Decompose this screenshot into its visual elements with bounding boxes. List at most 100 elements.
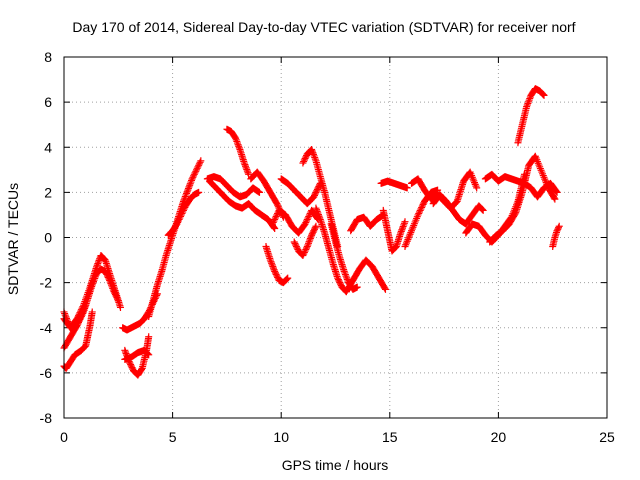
y-tick-label: 0 (44, 230, 52, 246)
series-track-d (60, 301, 90, 334)
data-point (304, 241, 312, 249)
series-track-u (342, 256, 389, 296)
series-track-g (121, 346, 153, 363)
data-point (550, 194, 558, 202)
data-point (524, 98, 532, 106)
data-point (127, 361, 135, 369)
series-track-i (164, 188, 203, 239)
data-point (177, 212, 185, 220)
data-point (128, 364, 136, 372)
data-point (305, 212, 313, 220)
data-point (478, 205, 486, 213)
data-point (243, 167, 251, 175)
data-point (185, 183, 193, 191)
data-point (269, 264, 277, 272)
data-point (94, 260, 102, 268)
data-point (190, 172, 198, 180)
data-point (184, 186, 192, 194)
data-point (271, 224, 279, 232)
x-tick-label: 10 (273, 429, 289, 445)
data-point (267, 258, 275, 266)
series-track-x (379, 206, 409, 255)
data-point (80, 306, 88, 314)
data-point (173, 220, 181, 228)
data-point (381, 284, 389, 292)
data-point (315, 212, 323, 220)
data-point (397, 227, 405, 235)
data-point (399, 223, 407, 231)
x-tick-label: 5 (169, 429, 177, 445)
data-point (271, 214, 279, 222)
data-point (101, 267, 109, 275)
data-point (539, 90, 547, 98)
series-track-j (203, 173, 263, 201)
data-point (397, 229, 405, 237)
data-point (300, 158, 308, 166)
data-point (268, 259, 276, 267)
data-point (189, 173, 197, 181)
data-point (523, 103, 531, 111)
data-point (284, 274, 292, 282)
data-point (192, 167, 200, 175)
data-point (127, 362, 135, 370)
data-point (77, 310, 85, 318)
data-point (108, 283, 116, 291)
data-point (181, 194, 189, 202)
data-point (187, 178, 195, 186)
data-point (334, 274, 342, 282)
data-point (61, 311, 69, 319)
data-point (310, 227, 318, 235)
data-point (539, 91, 547, 99)
data-point (113, 294, 121, 302)
data-point (478, 206, 486, 214)
tick-labels: 0 5 10 15 20 25 -8 -6 -4 -2 0 2 4 6 8 (40, 49, 615, 445)
data-point (195, 161, 203, 169)
series-track-w (377, 177, 411, 192)
data-point (341, 269, 349, 277)
data-point (292, 241, 300, 249)
data-point (554, 225, 562, 233)
data-point (401, 218, 409, 226)
y-tick-label: 2 (44, 184, 52, 200)
data-point (76, 313, 84, 321)
data-point (303, 215, 311, 223)
data-point (91, 274, 99, 282)
data-point (271, 267, 279, 275)
data-point (400, 219, 408, 227)
data-point (303, 217, 311, 225)
data-point (107, 281, 115, 289)
data-point (88, 308, 96, 316)
data-point (242, 162, 250, 170)
data-point (182, 191, 190, 199)
data-point (343, 274, 351, 282)
data-point (235, 142, 243, 150)
data-point (111, 291, 119, 299)
data-point (145, 351, 153, 359)
data-point (524, 99, 532, 107)
data-point (334, 276, 342, 284)
data-point (308, 146, 316, 154)
data-point (244, 169, 252, 177)
series-track-n (262, 243, 292, 287)
plot-frame (63, 56, 608, 419)
x-tick-label: 0 (60, 429, 68, 445)
series-track-l (223, 125, 253, 178)
data-point (112, 292, 120, 300)
data-point (270, 223, 278, 231)
data-point (110, 288, 118, 296)
data-point (282, 276, 290, 284)
data-point (232, 136, 240, 144)
data-point (273, 211, 281, 219)
data-point (174, 218, 182, 226)
y-tick-label: 6 (44, 94, 52, 110)
data-point (313, 185, 321, 193)
data-point (145, 333, 153, 341)
data-point (191, 169, 199, 177)
data-point (403, 184, 411, 192)
series-track-aa (429, 191, 487, 228)
data-point (335, 277, 343, 285)
data-point (137, 365, 145, 373)
data-point (243, 165, 251, 173)
data-point (190, 170, 198, 178)
data-point (90, 276, 98, 284)
